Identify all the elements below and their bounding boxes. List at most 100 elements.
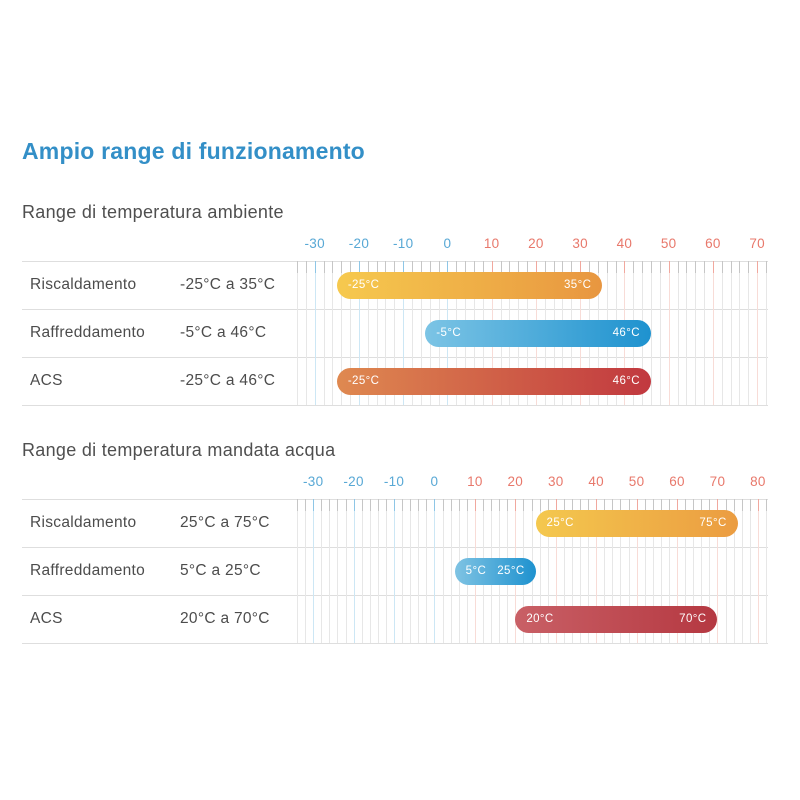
tick-mark [547, 499, 549, 511]
bar-end-label: 25°C [497, 565, 525, 577]
tick-mark [563, 499, 565, 511]
bar-end-label: 46°C [612, 375, 640, 387]
tick-mark [297, 261, 298, 273]
tick-mark [482, 499, 484, 511]
tick-mark [757, 261, 759, 273]
tick-mark [597, 261, 599, 273]
gridline [394, 261, 396, 405]
x-axis-label: 60 [669, 474, 685, 489]
tick-mark [628, 499, 630, 511]
gridline [367, 261, 369, 405]
x-axis-label: -20 [343, 474, 364, 489]
tick-mark [562, 261, 564, 273]
gridline [749, 499, 751, 643]
tick-mark [644, 499, 646, 511]
tick-mark [535, 261, 537, 273]
gridline [748, 261, 750, 405]
gridline [730, 261, 732, 405]
gridline [677, 261, 679, 405]
bar-start-label: 25°C [546, 517, 574, 529]
x-axis-label: 30 [547, 474, 564, 489]
gridline [725, 499, 727, 643]
tick-mark [515, 499, 517, 511]
row-separator [22, 643, 768, 644]
gridline [305, 499, 307, 643]
chart-title: Range di temperatura ambiente [22, 202, 284, 222]
gridline [321, 499, 323, 643]
gridline [350, 261, 352, 405]
tick-mark [313, 499, 315, 511]
gridline [361, 499, 363, 643]
gridline [442, 499, 444, 643]
gridline [434, 499, 436, 643]
tick-mark [650, 261, 652, 273]
gridline [588, 499, 590, 643]
gridline [650, 261, 652, 405]
gridline [612, 499, 614, 643]
gridline [596, 499, 598, 643]
tick-mark [766, 499, 767, 511]
gridline [337, 499, 339, 643]
x-axis-label: 10 [467, 474, 483, 489]
tick-mark [403, 261, 405, 273]
chart-grid: -25°C 35°C -5°C 46°C -25°C 46°C [297, 261, 767, 405]
gridline [412, 261, 414, 405]
tick-mark [361, 499, 363, 511]
range-bar: 20°C 70°C [515, 605, 718, 633]
gridline [721, 261, 723, 405]
tick-mark [660, 499, 662, 511]
gridline [685, 499, 687, 643]
table-row: Raffreddamento -5°C a 46°C [22, 309, 292, 357]
page-title: Ampio range di funzionamento [22, 138, 365, 164]
gridline [686, 261, 688, 405]
tick-mark [447, 261, 449, 273]
tick-mark [482, 261, 484, 273]
tick-mark [596, 499, 598, 511]
x-axis-label: 30 [572, 236, 588, 251]
tick-mark [704, 261, 706, 273]
gridline [353, 499, 355, 643]
tick-mark [659, 261, 661, 273]
tick-mark [693, 499, 695, 511]
tick-mark [456, 261, 458, 273]
gridline [358, 261, 360, 405]
tick-mark [369, 499, 371, 511]
tick-mark [332, 261, 334, 273]
tick-mark [353, 499, 355, 511]
tick-mark [341, 261, 343, 273]
tick-mark [394, 499, 396, 511]
gridline [420, 261, 422, 405]
tick-mark [377, 499, 379, 511]
tick-mark [420, 261, 422, 273]
tick-mark [385, 499, 387, 511]
x-axis-label: -30 [304, 236, 325, 251]
tick-mark [589, 261, 591, 273]
tick-mark [571, 499, 573, 511]
table-row: Riscaldamento 25°C a 75°C [22, 499, 292, 547]
tick-mark [442, 499, 444, 511]
tick-mark [642, 261, 644, 273]
x-axis-label: -10 [392, 236, 414, 251]
x-axis-label: 40 [616, 236, 633, 251]
tick-mark [376, 261, 378, 273]
tick-mark [748, 261, 750, 273]
bar-start-label: -5°C [436, 327, 462, 339]
tick-mark [725, 499, 727, 511]
tick-mark [717, 499, 719, 511]
row-label: Riscaldamento [30, 276, 137, 293]
tick-mark [712, 261, 714, 273]
gridline [766, 261, 767, 405]
x-axis-label: 0 [430, 474, 439, 489]
x-axis-label: -30 [302, 474, 324, 489]
gridline [757, 499, 759, 643]
gridline [580, 499, 582, 643]
gridline [701, 499, 703, 643]
tick-mark [394, 261, 396, 273]
chart-grid: 25°C 75°C 5°C 25°C 20°C 70°C [297, 499, 767, 643]
gridline [766, 499, 767, 643]
gridline [332, 261, 334, 405]
x-axis-label: 20 [528, 236, 544, 251]
tick-mark [555, 499, 557, 511]
tick-mark [606, 261, 608, 273]
